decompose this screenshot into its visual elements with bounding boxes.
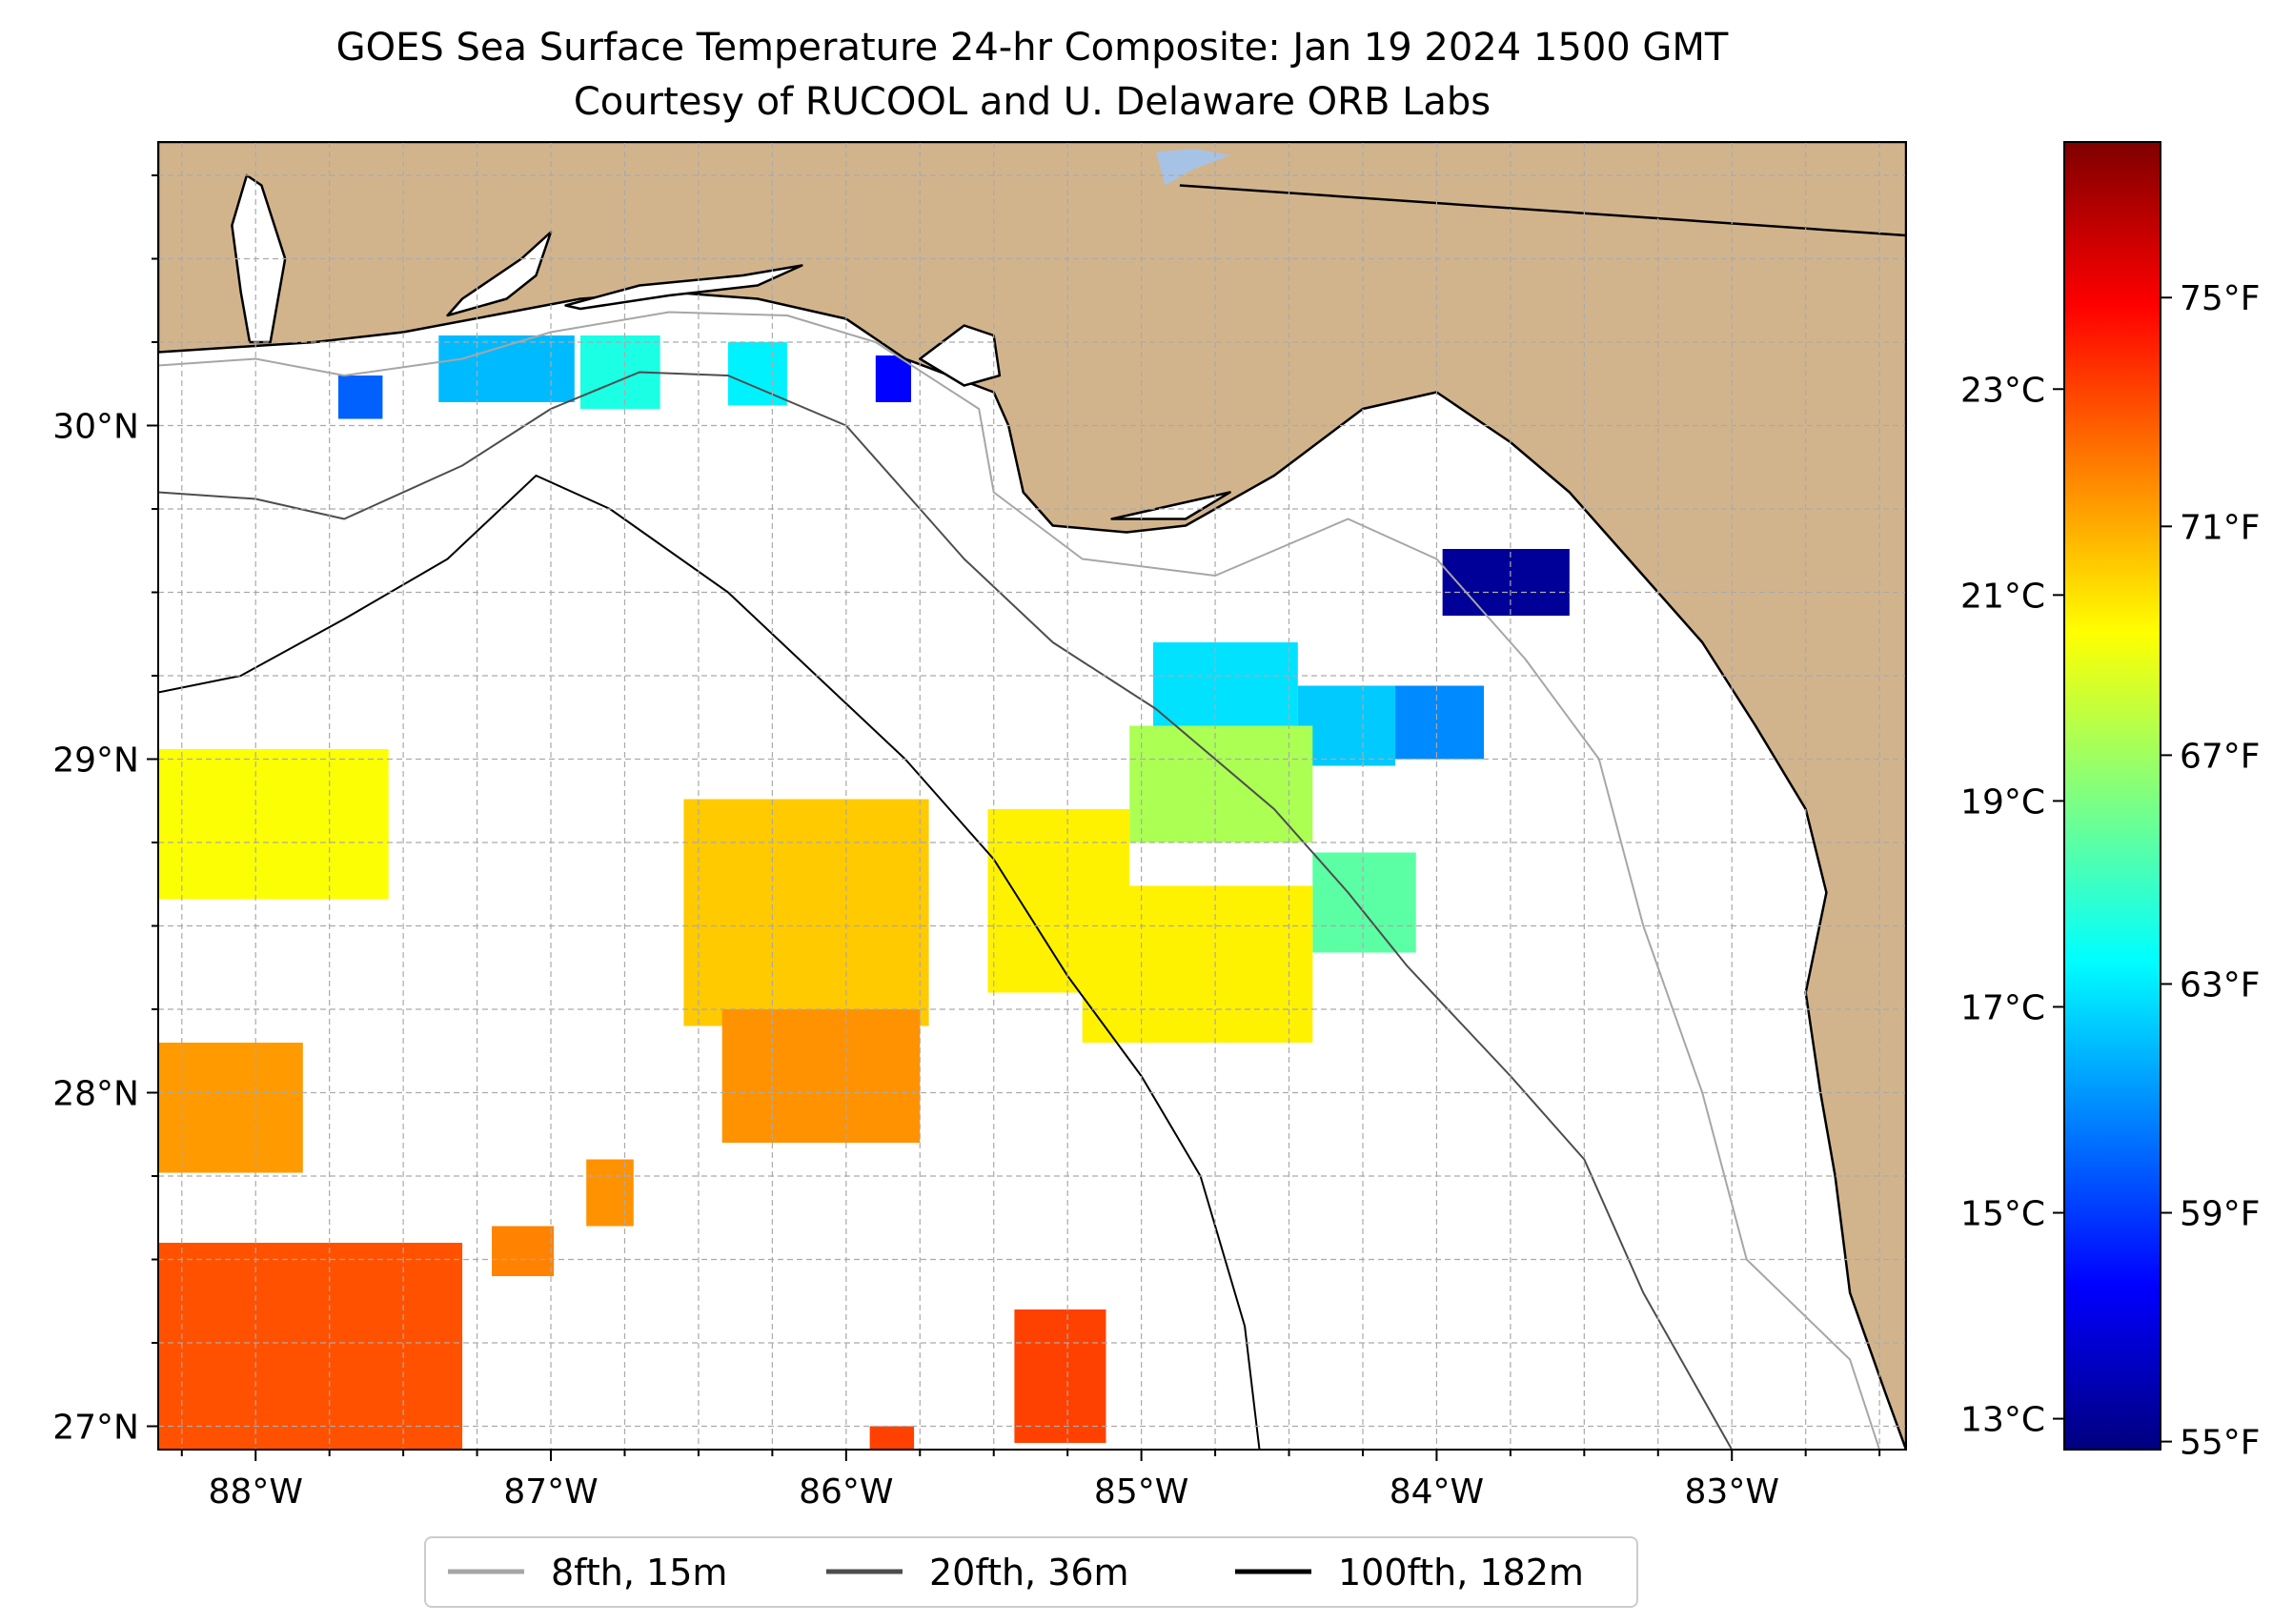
colorbar-ticks: 13°C 15°C 17°C 19°C 21°C 23°C 55°F 59°F 63°F 67°F… [1960, 279, 2260, 1462]
sst-patch [492, 1226, 555, 1276]
celsius-tick-label: 13°C [1960, 1401, 2045, 1440]
sst-patch [987, 809, 1130, 993]
sst-patch [875, 355, 911, 402]
sst-patch [158, 1243, 463, 1450]
lat-tick-label: 27°N [52, 1409, 139, 1448]
sst-patch [1395, 685, 1484, 760]
lat-tick-label: 29°N [52, 741, 139, 781]
isobath-legend: 8fth, 15m 20fth, 36m 100fth, 182m [424, 1536, 1638, 1608]
sst-patch [1129, 725, 1313, 842]
lake-polygon [1156, 149, 1230, 186]
sst-patch [1312, 852, 1416, 953]
legend-label-100fth: 100fth, 182m [1338, 1552, 1584, 1594]
fahrenheit-tick-label: 59°F [2180, 1195, 2261, 1234]
lon-tick-label: 86°W [799, 1472, 893, 1512]
fahrenheit-tick-label: 67°F [2180, 737, 2261, 776]
celsius-tick-label: 21°C [1960, 577, 2045, 616]
isobath-8fth [158, 311, 1881, 1450]
sst-patch [1442, 549, 1570, 616]
gridlines [158, 142, 1906, 1450]
lon-tick-label: 88°W [209, 1472, 303, 1512]
lon-tick-label: 83°W [1685, 1472, 1779, 1512]
title-line-2: Courtesy of RUCOOL and U. Delaware ORB L… [574, 80, 1491, 124]
fahrenheit-tick-label: 75°F [2180, 279, 2261, 318]
title-line-1: GOES Sea Surface Temperature 24-hr Compo… [336, 26, 1729, 70]
lon-tick-label: 84°W [1390, 1472, 1484, 1512]
sst-patch [727, 342, 787, 406]
sst-patch [683, 799, 929, 1026]
colorbar: 13°C 15°C 17°C 19°C 21°C 23°C 55°F 59°F 63°F 67°F… [1960, 141, 2261, 1463]
celsius-tick-label: 17°C [1960, 988, 2045, 1027]
celsius-tick-label: 23°C [1960, 371, 2045, 410]
celsius-tick-label: 19°C [1960, 782, 2045, 822]
sst-patch [721, 1009, 921, 1143]
sst-patch [869, 1426, 915, 1450]
fahrenheit-tick-label: 71°F [2180, 508, 2261, 547]
lon-tick-label: 85°W [1094, 1472, 1188, 1512]
colorbar-gradient [2063, 141, 2161, 1451]
sst-patch [438, 335, 575, 402]
sst-patch [158, 749, 389, 900]
state-boundary [1179, 184, 1906, 237]
fahrenheit-tick-label: 55°F [2180, 1424, 2261, 1463]
celsius-tick-label: 15°C [1960, 1195, 2045, 1234]
legend-box [424, 1536, 1638, 1608]
sst-patch [1014, 1309, 1106, 1443]
lat-tick-label: 30°N [52, 408, 139, 447]
sst-patch [158, 1043, 303, 1173]
legend-label-8fth: 8fth, 15m [551, 1552, 727, 1594]
bay-polygon [919, 324, 1002, 387]
fahrenheit-tick-label: 63°F [2180, 965, 2261, 1005]
sst-patch [337, 376, 383, 419]
map-frame [157, 141, 1907, 1451]
axis-labels: 88°W 87°W 86°W 85°W 84°W 83°W 30°N 29°N 28°N 27°N [52, 174, 1881, 1512]
map-area [158, 142, 1906, 1450]
lon-tick-label: 87°W [503, 1472, 598, 1512]
sst-patch [586, 1159, 634, 1227]
lat-tick-label: 28°N [52, 1075, 139, 1114]
legend-label-20fth: 20fth, 36m [929, 1552, 1129, 1594]
bay-polygon [1110, 491, 1231, 520]
sst-patch [1297, 685, 1396, 766]
